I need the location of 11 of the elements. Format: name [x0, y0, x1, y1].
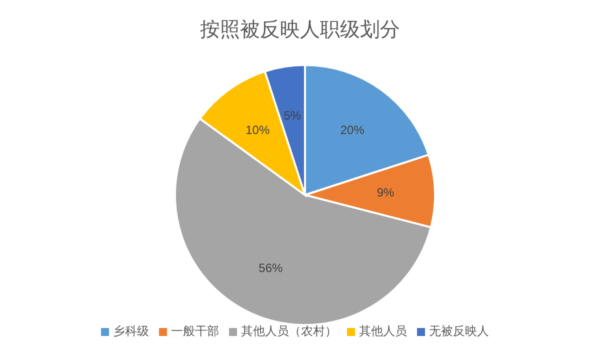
- legend-label: 无被反映人: [429, 324, 489, 338]
- legend-label: 其他人员: [359, 324, 407, 338]
- legend-label: 其他人员（农村）: [241, 324, 337, 338]
- legend-label: 一般干部: [171, 324, 219, 338]
- data-label: 5%: [284, 108, 302, 122]
- data-label: 10%: [246, 122, 270, 137]
- data-label: 20%: [340, 122, 365, 137]
- legend-label: 乡科级: [113, 324, 149, 338]
- data-label: 9%: [376, 185, 395, 200]
- data-label: 56%: [258, 260, 284, 275]
- chart-title: 按照被反映人职级划分: [199, 18, 401, 43]
